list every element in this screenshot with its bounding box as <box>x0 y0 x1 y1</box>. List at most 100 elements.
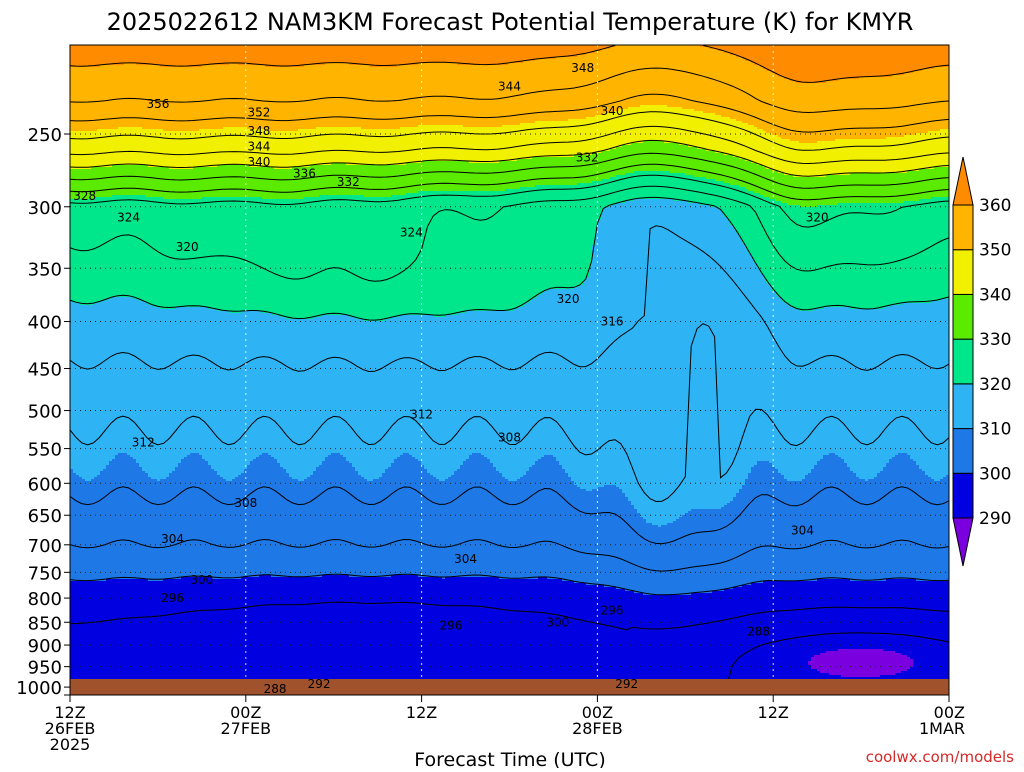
fill-band-segment <box>244 197 248 312</box>
fill-band-segment <box>829 45 833 82</box>
fill-band-segment <box>601 45 605 50</box>
fill-band-segment <box>145 579 149 695</box>
x-tick-label: 27FEB <box>220 719 271 738</box>
fill-band-segment <box>169 45 173 68</box>
fill-band-segment <box>946 581 949 695</box>
fill-band-segment <box>526 159 530 188</box>
fill-band-segment <box>634 143 638 172</box>
fill-band-segment <box>919 71 923 134</box>
fill-band-segment <box>289 477 293 578</box>
fill-band-segment <box>274 199 278 316</box>
fill-band-segment <box>283 577 287 695</box>
fill-band-segment <box>487 45 491 66</box>
fill-band-segment <box>496 471 500 578</box>
fill-band-segment <box>361 195 365 320</box>
fill-band-segment <box>814 581 818 656</box>
fill-band-segment <box>238 165 242 198</box>
fill-band-segment <box>658 595 662 695</box>
fill-band-segment <box>310 577 314 695</box>
fill-band-segment <box>937 481 941 582</box>
fill-band-segment <box>88 481 92 582</box>
fill-band-segment <box>436 191 440 318</box>
fill-band-segment <box>943 299 947 478</box>
fill-band-segment <box>364 479 368 578</box>
fill-band-segment <box>538 459 542 578</box>
fill-band-segment <box>838 175 842 204</box>
fill-band-segment <box>301 577 305 695</box>
contour-line-340 <box>70 139 949 177</box>
fill-band-segment <box>100 197 104 302</box>
colorbar-label: 320 <box>979 375 1011 395</box>
fill-band-segment <box>532 465 536 580</box>
fill-band-segment <box>73 199 77 304</box>
fill-band-segment <box>493 163 497 192</box>
fill-band-segment <box>163 309 167 480</box>
fill-band-segment <box>895 305 899 456</box>
fill-band-segment <box>856 649 860 678</box>
fill-band-segment <box>292 577 296 695</box>
fill-band-segment <box>793 45 797 82</box>
fill-band-segment <box>289 67 293 132</box>
fill-band-segment <box>187 131 191 170</box>
fill-band-segment <box>778 581 782 695</box>
fill-band-segment <box>895 579 899 654</box>
fill-band-segment <box>553 121 557 158</box>
fill-band-segment <box>283 317 287 470</box>
fill-band-segment <box>379 165 383 198</box>
fill-band-segment <box>673 143 677 174</box>
fill-band-segment <box>430 315 434 476</box>
contour-line-332 <box>70 163 949 201</box>
fill-band-segment <box>763 461 767 582</box>
fill-band-segment <box>181 45 185 68</box>
fill-band-segment <box>181 67 185 132</box>
fill-band-segment <box>790 205 794 308</box>
fill-band-segment <box>670 143 674 174</box>
fill-band-segment <box>283 199 287 318</box>
fill-band-segment <box>340 63 344 128</box>
fill-band-segment <box>76 475 80 582</box>
fill-band-segment <box>103 197 107 302</box>
fill-band-segment <box>250 65 254 130</box>
fill-band-segment <box>226 165 230 198</box>
fill-band-segment <box>478 577 482 695</box>
fill-band-segment <box>262 45 266 66</box>
fill-band-segment <box>712 49 716 114</box>
fill-band-segment <box>865 649 869 678</box>
fill-band-segment <box>433 63 437 126</box>
fill-band-segment <box>85 305 89 482</box>
fill-band-segment <box>928 45 932 70</box>
fill-band-segment <box>517 63 521 126</box>
fill-band-segment <box>553 45 557 60</box>
fill-band-segment <box>178 67 182 132</box>
fill-band-segment <box>232 479 236 580</box>
colorbar-segment <box>952 472 974 519</box>
fill-band-segment <box>655 105 659 142</box>
fill-band-segment <box>82 305 86 480</box>
fill-band-segment <box>820 653 824 674</box>
fill-band-segment <box>160 309 164 480</box>
fill-band-segment <box>667 171 671 200</box>
fill-band-segment <box>346 461 350 576</box>
fill-band-segment <box>238 475 242 580</box>
fill-band-segment <box>349 195 353 318</box>
fill-band-segment <box>880 309 884 472</box>
fill-band-segment <box>367 65 371 130</box>
fill-band-segment <box>829 453 833 580</box>
fill-band-segment <box>445 479 449 578</box>
fill-band-segment <box>127 127 131 166</box>
fill-band-segment <box>907 303 911 456</box>
fill-band-segment <box>619 109 623 148</box>
fill-band-segment <box>595 227 599 490</box>
contour-line-360 <box>70 45 949 83</box>
fill-band-segment <box>826 455 830 580</box>
fill-band-segment <box>517 125 521 160</box>
fill-band-segment <box>151 65 155 130</box>
fill-band-segment <box>379 129 383 166</box>
fill-band-segment <box>232 127 236 166</box>
fill-band-segment <box>238 197 242 314</box>
fill-band-segment <box>607 49 611 114</box>
fill-band-segment <box>304 167 308 198</box>
fill-band-segment <box>589 267 593 492</box>
fill-band-segment <box>355 45 359 66</box>
fill-band-segment <box>895 653 899 674</box>
